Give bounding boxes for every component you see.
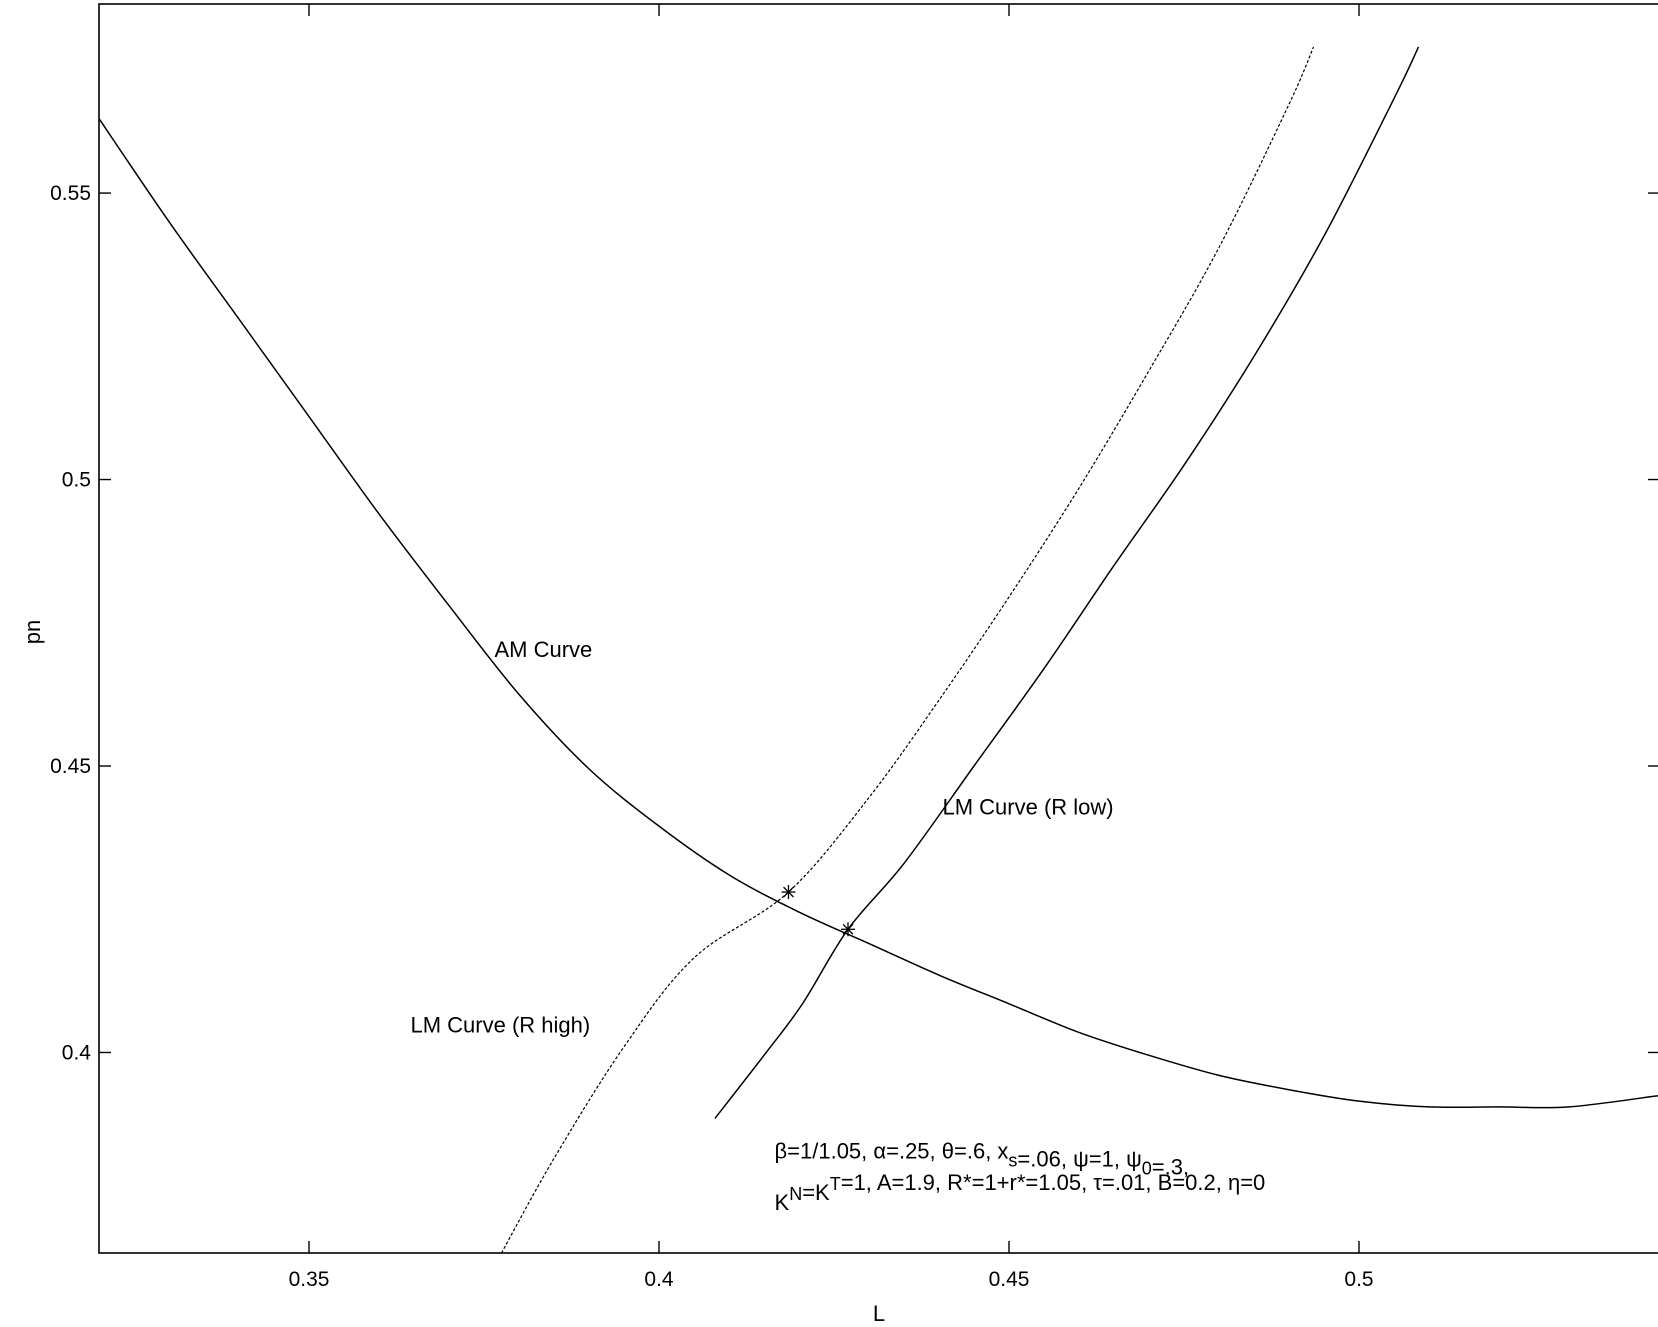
series-line-lm_high [500,46,1315,1254]
curve-annotations: AM Curve LM Curve (R low) LM Curve (R high… [411,637,1114,1037]
x-tick-label: 0.45 [989,1268,1030,1291]
curve-annotation: LM Curve (R low) [943,795,1114,820]
plot-frame [98,3,1658,1254]
curve-annotation: AM Curve [495,637,593,662]
intersection-marker [781,885,796,900]
y-tick-label: 0.55 [50,182,91,205]
x-axis-label: L [873,1301,885,1326]
y-axis-label: pn [20,620,45,644]
x-tick-label: 0.35 [289,1268,330,1291]
axis-ticks [99,4,1658,1253]
x-tick-label: 0.5 [1344,1268,1373,1291]
series-group [98,46,1658,1254]
parameter-line2: KN=KT=1, A=1.9, R*=1+r*=1.05, τ=.01, B=0… [775,1170,1266,1215]
series-line-lm_low [714,46,1420,1119]
x-tick-labels: 0.35 0.4 0.45 0.5 [289,1268,1374,1291]
y-tick-label: 0.45 [50,755,91,778]
curve-annotation: LM Curve (R high) [411,1012,591,1037]
intersection-marker [841,922,855,937]
parameter-line1: β=1/1.05, α=.25, θ=.6, xs=.06, ψ=1, ψ0=.… [775,1138,1190,1179]
plot-area [98,3,1658,1254]
y-tick-label: 0.4 [62,1041,92,1064]
parameter-text: β=1/1.05, α=.25, θ=.6, xs=.06, ψ=1, ψ0=.… [775,1138,1266,1215]
x-tick-label: 0.4 [644,1268,674,1291]
series-line-am [98,118,1658,1109]
y-tick-label: 0.5 [62,469,91,492]
y-tick-labels: 0.4 0.45 0.5 0.55 [50,182,91,1064]
intersection-markers [781,885,855,937]
